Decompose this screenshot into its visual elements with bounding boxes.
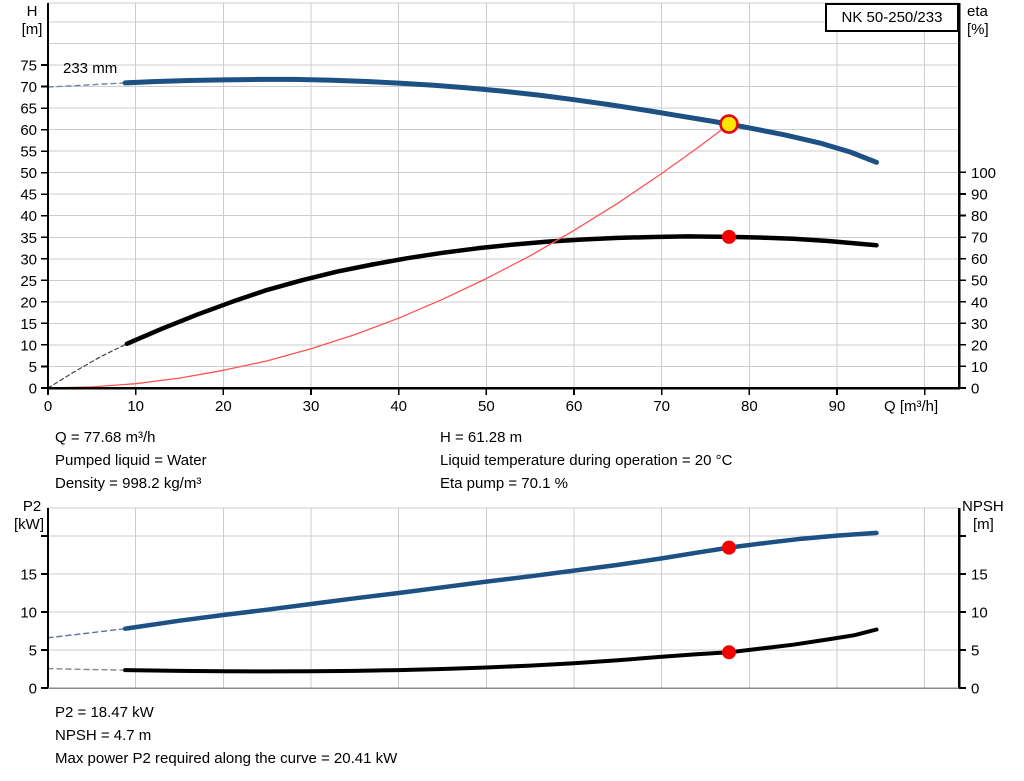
tick-label: 10 [20,605,37,622]
tick-label: 40 [971,294,988,311]
info-p2: P2 = 18.47 kW [55,704,154,721]
tick-label: 60 [566,398,583,415]
tick-label: 0 [29,381,37,398]
system-curve [47,123,730,389]
tick-label: 20 [20,294,37,311]
tick-label: 40 [390,398,407,415]
tick-label: 30 [20,251,37,268]
npsh-curve [123,627,879,674]
head-curve-dashed [47,82,126,88]
q-axis-title: Q [m³/h] [884,398,939,415]
p2-curve [122,530,879,631]
duty-point-eta [721,229,736,244]
tick-label: 5 [29,359,37,376]
info-flow: Q = 77.68 m³/h [55,429,156,446]
tick-label: 80 [741,398,758,415]
tick-label: 5 [971,643,979,660]
impeller-diameter-label: 233 mm [63,60,118,77]
tick-label: 45 [20,187,37,204]
info-temperature: Liquid temperature during operation = 20… [440,452,733,469]
tick-label: 50 [478,398,495,415]
duty-point-npsh [721,645,736,660]
h-axis-title: H [26,3,38,20]
tick-label: 30 [303,398,320,415]
npsh-axis-title: NPSH [962,498,1004,515]
tick-label: 50 [20,165,37,182]
eta-axis-title: eta [967,3,988,20]
tick-label: 70 [653,398,670,415]
info-head: H = 61.28 m [440,429,523,446]
tick-label: 10 [971,605,988,622]
tick-label: 40 [20,208,37,225]
tick-label: 30 [971,316,988,333]
head-eta-chart: 0 5 10 15 20 25 30 35 40 45 50 55 60 65 70 75 0 10 20 30 40 5… [20,2,996,415]
npsh-curve-dashed [47,667,126,671]
tick-label: 10 [127,398,144,415]
tick-label: 0 [971,681,979,698]
info-pumped-liquid: Pumped liquid = Water [55,452,207,469]
npsh-axis-unit: [m] [973,516,994,533]
duty-point-head[interactable] [719,114,739,134]
tick-label: 100 [971,165,996,182]
tick-label: 20 [971,337,988,354]
tick-label: 25 [20,273,37,290]
tick-label: 60 [971,251,988,268]
tick-label: 90 [971,186,988,203]
eta-curve-dashed [47,343,128,389]
p2-curve-dashed [47,628,126,639]
tick-label: 10 [20,337,37,354]
info-eta-pump: Eta pump = 70.1 % [440,475,568,492]
duty-point-p2 [721,540,736,555]
info-npsh: NPSH = 4.7 m [55,727,152,744]
tick-label: 80 [971,208,988,225]
tick-label: 5 [29,643,37,660]
tick-label: 15 [20,567,37,584]
tick-label: 75 [20,57,37,74]
pump-model-label: NK 50-250/233 [841,9,943,26]
info-density: Density = 998.2 kg/m³ [55,475,202,492]
p2-axis-title: P2 [22,498,42,515]
tick-label: 50 [971,273,988,290]
tick-label: 15 [971,567,988,584]
tick-label: 20 [215,398,232,415]
tick-label: 35 [20,230,37,247]
pump-model-box: NK 50-250/233 [825,3,959,32]
tick-label: 15 [20,316,37,333]
tick-label: 65 [20,101,37,118]
head-curve [122,76,879,165]
tick-label: 70 [20,79,37,96]
eta-curve [124,234,879,347]
tick-label: 0 [29,681,37,698]
tick-label: 60 [20,122,37,139]
p2-npsh-chart: 0 5 10 15 0 5 10 15 [20,507,988,698]
tick-label: 70 [971,230,988,247]
tick-label: 90 [829,398,846,415]
h-axis-unit: [m] [21,21,43,38]
tick-label: 10 [971,359,988,376]
tick-label: 0 [971,381,979,398]
info-max-power: Max power P2 required along the curve = … [55,750,398,767]
p2-axis-unit: [kW] [14,516,44,533]
tick-label: 55 [20,144,37,161]
eta-axis-unit: [%] [967,21,989,38]
tick-label: 0 [44,398,52,415]
